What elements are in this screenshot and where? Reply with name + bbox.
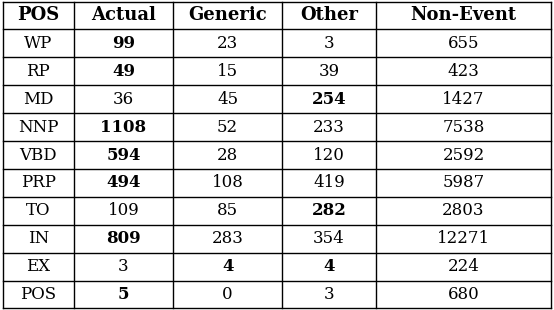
- Text: EX: EX: [27, 258, 50, 275]
- Text: 809: 809: [106, 230, 141, 247]
- Text: 282: 282: [312, 202, 347, 219]
- Text: 99: 99: [112, 35, 135, 52]
- Text: 1108: 1108: [100, 119, 146, 135]
- Text: 4: 4: [222, 258, 233, 275]
- Text: 0: 0: [222, 286, 233, 303]
- Text: 12271: 12271: [437, 230, 490, 247]
- Text: NNP: NNP: [18, 119, 59, 135]
- Text: 2803: 2803: [442, 202, 485, 219]
- Text: 15: 15: [217, 63, 238, 80]
- Text: 224: 224: [448, 258, 479, 275]
- Text: 5: 5: [117, 286, 129, 303]
- Text: 354: 354: [313, 230, 345, 247]
- Text: POS: POS: [20, 286, 57, 303]
- Text: WP: WP: [24, 35, 53, 52]
- Text: 45: 45: [217, 91, 238, 108]
- Text: 23: 23: [217, 35, 238, 52]
- Text: 36: 36: [113, 91, 134, 108]
- Text: Non-Event: Non-Event: [411, 7, 516, 24]
- Text: 7538: 7538: [442, 119, 485, 135]
- Text: 1427: 1427: [442, 91, 485, 108]
- Text: IN: IN: [28, 230, 49, 247]
- Text: 494: 494: [106, 175, 141, 191]
- Text: POS: POS: [17, 7, 59, 24]
- Text: 52: 52: [217, 119, 238, 135]
- Text: 109: 109: [107, 202, 139, 219]
- Text: 3: 3: [324, 286, 335, 303]
- Text: Generic: Generic: [188, 7, 267, 24]
- Text: 85: 85: [217, 202, 238, 219]
- Text: 5987: 5987: [442, 175, 485, 191]
- Text: PRP: PRP: [21, 175, 56, 191]
- Text: 108: 108: [212, 175, 244, 191]
- Text: 28: 28: [217, 147, 238, 163]
- Text: 3: 3: [118, 258, 129, 275]
- Text: TO: TO: [26, 202, 50, 219]
- Text: 423: 423: [448, 63, 479, 80]
- Text: 49: 49: [112, 63, 135, 80]
- Text: 4: 4: [324, 258, 335, 275]
- Text: Actual: Actual: [91, 7, 156, 24]
- Text: 655: 655: [448, 35, 479, 52]
- Text: 419: 419: [313, 175, 345, 191]
- Text: 233: 233: [313, 119, 345, 135]
- Text: 120: 120: [313, 147, 345, 163]
- Text: Other: Other: [300, 7, 358, 24]
- Text: 283: 283: [212, 230, 244, 247]
- Text: 594: 594: [106, 147, 141, 163]
- Text: VBD: VBD: [19, 147, 57, 163]
- Text: 2592: 2592: [442, 147, 485, 163]
- Text: 254: 254: [312, 91, 346, 108]
- Text: MD: MD: [23, 91, 54, 108]
- Text: 680: 680: [448, 286, 479, 303]
- Text: RP: RP: [27, 63, 50, 80]
- Text: 3: 3: [324, 35, 335, 52]
- Text: 39: 39: [319, 63, 340, 80]
